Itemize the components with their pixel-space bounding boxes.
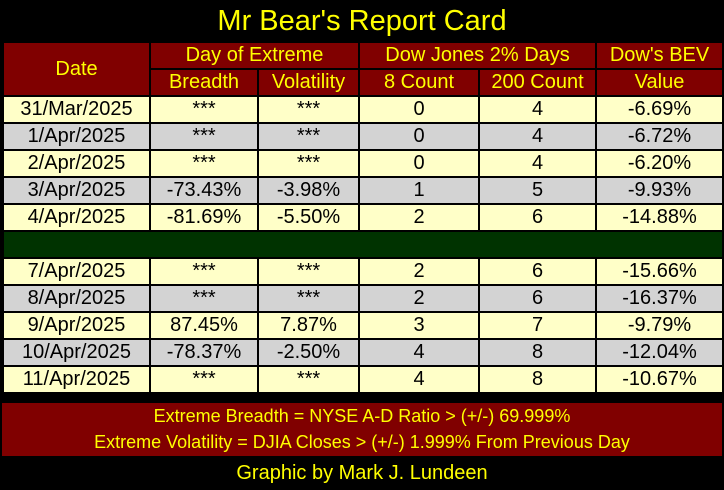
cell-8-count: 4 <box>358 365 481 394</box>
cell-volatility: *** <box>256 257 361 286</box>
cell-volatility: *** <box>256 149 361 178</box>
cell-8-count: 2 <box>358 257 481 286</box>
header-bev-value: Value <box>595 68 724 97</box>
cell-volatility: *** <box>256 95 361 124</box>
header-date: Date <box>2 41 151 97</box>
cell-breadth: *** <box>149 284 259 313</box>
table-row: 31/Mar/2025 *** *** 0 4 -6.69% <box>2 95 724 124</box>
cell-200-count: 8 <box>478 365 598 394</box>
cell-date: 8/Apr/2025 <box>2 284 151 313</box>
cell-volatility: 7.87% <box>256 311 361 340</box>
table-row: 1/Apr/2025 *** *** 0 4 -6.72% <box>2 122 724 151</box>
cell-200-count: 7 <box>478 311 598 340</box>
cell-volatility: -5.50% <box>256 203 361 232</box>
cell-bev: -9.79% <box>595 311 724 340</box>
cell-breadth: -73.43% <box>149 176 259 205</box>
cell-date: 10/Apr/2025 <box>2 338 151 367</box>
header-volatility: Volatility <box>256 68 361 97</box>
cell-breadth: *** <box>149 149 259 178</box>
header-dow-2pct-days: Dow Jones 2% Days <box>358 41 598 70</box>
header-day-of-extreme: Day of Extreme <box>148 41 361 70</box>
cell-bev: -6.20% <box>595 149 724 178</box>
cell-date: 4/Apr/2025 <box>2 203 151 232</box>
week-separator-row <box>1 230 724 259</box>
cell-volatility: -2.50% <box>256 338 361 367</box>
cell-bev: -10.67% <box>595 365 724 394</box>
table-row: 2/Apr/2025 *** *** 0 4 -6.20% <box>2 149 724 178</box>
cell-bev: -12.04% <box>595 338 724 367</box>
cell-volatility: *** <box>256 365 361 394</box>
cell-200-count: 6 <box>478 257 598 286</box>
cell-8-count: 1 <box>358 176 481 205</box>
cell-8-count: 3 <box>358 311 481 340</box>
table-row: 9/Apr/2025 87.45% 7.87% 3 7 -9.79% <box>2 311 724 340</box>
cell-8-count: 2 <box>358 284 481 313</box>
cell-volatility: *** <box>256 284 361 313</box>
report-table: Date Day of Extreme Dow Jones 2% Days Do… <box>1 41 724 394</box>
extreme-volatility-definition: Extreme Volatility = DJIA Closes > (+/-)… <box>94 432 630 452</box>
week-separator <box>1 230 724 259</box>
report-title: Mr Bear's Report Card <box>217 5 507 37</box>
cell-bev: -16.37% <box>595 284 724 313</box>
cell-bev: -15.66% <box>595 257 724 286</box>
cell-date: 9/Apr/2025 <box>2 311 151 340</box>
cell-date: 3/Apr/2025 <box>2 176 151 205</box>
table-row: 8/Apr/2025 *** *** 2 6 -16.37% <box>2 284 724 313</box>
cell-8-count: 0 <box>358 95 481 124</box>
table-row: 10/Apr/2025 -78.37% -2.50% 4 8 -12.04% <box>2 338 724 367</box>
cell-breadth: *** <box>149 95 259 124</box>
header-row-columns: Breadth Volatility 8 Count 200 Count Val… <box>3 68 724 97</box>
cell-bev: -6.72% <box>595 122 724 151</box>
table-row: 3/Apr/2025 -73.43% -3.98% 1 5 -9.93% <box>2 176 724 205</box>
table-row: 4/Apr/2025 -81.69% -5.50% 2 6 -14.88% <box>2 203 724 232</box>
cell-breadth: 87.45% <box>149 311 259 340</box>
cell-date: 11/Apr/2025 <box>2 365 151 394</box>
cell-date: 31/Mar/2025 <box>2 95 151 124</box>
table-row: 7/Apr/2025 *** *** 2 6 -15.66% <box>2 257 724 286</box>
cell-200-count: 6 <box>478 203 598 232</box>
cell-200-count: 5 <box>478 176 598 205</box>
cell-date: 2/Apr/2025 <box>2 149 151 178</box>
cell-200-count: 8 <box>478 338 598 367</box>
cell-8-count: 0 <box>358 149 481 178</box>
cell-bev: -6.69% <box>595 95 724 124</box>
cell-8-count: 0 <box>358 122 481 151</box>
cell-200-count: 6 <box>478 284 598 313</box>
cell-volatility: -3.98% <box>256 176 361 205</box>
cell-breadth: *** <box>149 257 259 286</box>
cell-200-count: 4 <box>478 95 598 124</box>
cell-breadth: *** <box>149 365 259 394</box>
table-row: 11/Apr/2025 *** *** 4 8 -10.67% <box>2 365 724 394</box>
cell-breadth: *** <box>149 122 259 151</box>
header-row-groups: Date Day of Extreme Dow Jones 2% Days Do… <box>2 41 724 97</box>
cell-200-count: 4 <box>478 122 598 151</box>
cell-8-count: 2 <box>358 203 481 232</box>
graphic-credit: Graphic by Mark J. Lundeen <box>236 462 488 484</box>
cell-200-count: 4 <box>478 149 598 178</box>
cell-date: 7/Apr/2025 <box>2 257 151 286</box>
cell-breadth: -81.69% <box>149 203 259 232</box>
header-8-count: 8 Count <box>358 68 481 97</box>
cell-volatility: *** <box>256 122 361 151</box>
extreme-breadth-definition: Extreme Breadth = NYSE A-D Ratio > (+/-)… <box>153 406 571 426</box>
cell-breadth: -78.37% <box>149 338 259 367</box>
header-breadth: Breadth <box>149 68 259 97</box>
cell-date: 1/Apr/2025 <box>2 122 151 151</box>
definitions-footer: Extreme Breadth = NYSE A-D Ratio > (+/-)… <box>2 403 722 456</box>
cell-bev: -14.88% <box>595 203 724 232</box>
header-dows-bev: Dow's BEV <box>595 41 724 70</box>
header-200-count: 200 Count <box>478 68 598 97</box>
cell-bev: -9.93% <box>595 176 724 205</box>
cell-8-count: 4 <box>358 338 481 367</box>
